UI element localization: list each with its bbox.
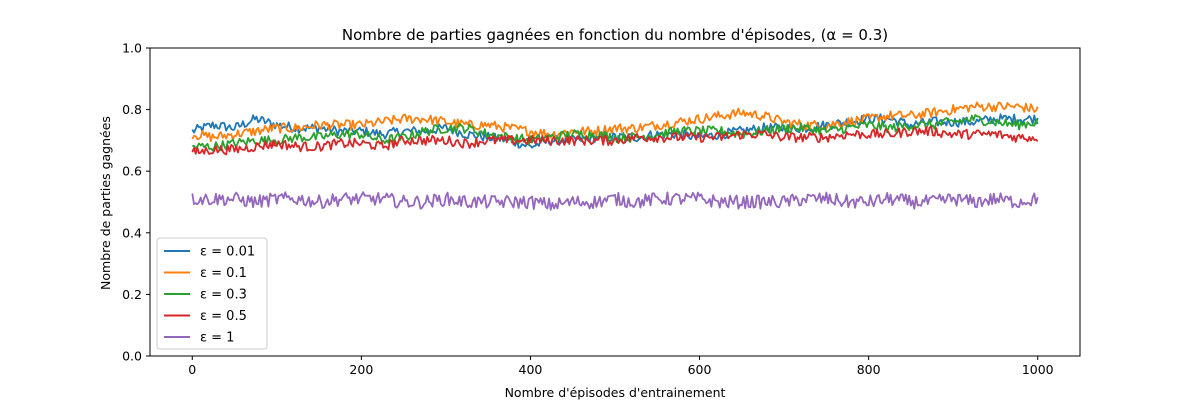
plot-area: [191, 101, 1039, 211]
plot-frame: [149, 47, 1081, 357]
series-line-3: [192, 114, 1039, 152]
legend-label: ε = 0.3: [200, 288, 247, 303]
series-line-1: [191, 113, 1039, 149]
legend-label: ε = 0.5: [200, 309, 247, 324]
chart-title: Nombre de parties gagnées en fonction du…: [342, 26, 888, 44]
y-tick-label: 0.2: [122, 287, 142, 302]
x-tick-label: 200: [349, 362, 373, 377]
x-tick-label: 0: [188, 362, 196, 377]
y-tick-label: 1.0: [122, 41, 142, 56]
series-line-5: [191, 191, 1039, 211]
x-tick-label: 400: [519, 362, 543, 377]
legend: ε = 0.01 ε = 0.1 ε = 0.3 ε = 0.5 ε = 1: [156, 237, 268, 350]
x-tick-label: 600: [688, 362, 712, 377]
legend-label: ε = 0.01: [200, 245, 255, 260]
y-tick-label: 0.8: [122, 102, 142, 117]
legend-label: ε = 1: [200, 331, 234, 346]
x-tick-label: 800: [857, 362, 881, 377]
legend-label: ε = 0.1: [200, 266, 247, 281]
series-line-2: [191, 101, 1039, 143]
y-axis-label: Nombre de parties gagnées: [98, 116, 113, 290]
x-tick-label: 1000: [1022, 362, 1054, 377]
series-line-4: [191, 125, 1039, 156]
y-tick-label: 0.0: [122, 349, 142, 364]
y-tick-label: 0.4: [122, 225, 142, 240]
axes: 0 200 400 600 800 1000 0.0 0.2 0.4 0.6 0.8 1.0: [122, 41, 1081, 377]
legend-box: [156, 237, 268, 350]
y-tick-label: 0.6: [122, 164, 142, 179]
x-axis-label: Nombre d'épisodes d'entrainement: [505, 385, 726, 400]
